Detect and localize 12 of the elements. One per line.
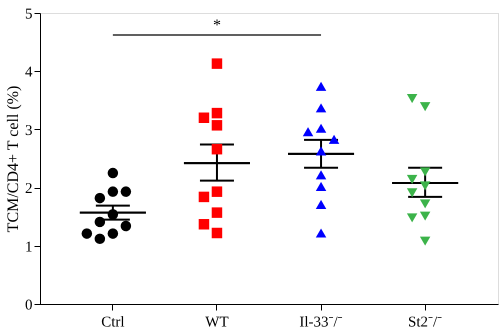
x-tick-label: WT <box>205 314 229 330</box>
y-tick-label: 3 <box>25 122 32 139</box>
x-tick-label: Il-33⁻/⁻ <box>299 314 343 330</box>
x-tick-label: St2⁻/⁻ <box>408 314 442 330</box>
y-tick-label: 2 <box>25 181 32 198</box>
y-tick-label: 0 <box>25 298 32 314</box>
y-axis-title: TCM/CD4+ T cell (%) <box>5 86 22 232</box>
y-tick-label: 4 <box>25 64 33 81</box>
y-tick-label: 1 <box>25 239 32 256</box>
annotation: * <box>212 17 221 34</box>
y-tick-label: 5 <box>25 6 32 22</box>
x-tick-label: Ctrl <box>101 314 125 330</box>
